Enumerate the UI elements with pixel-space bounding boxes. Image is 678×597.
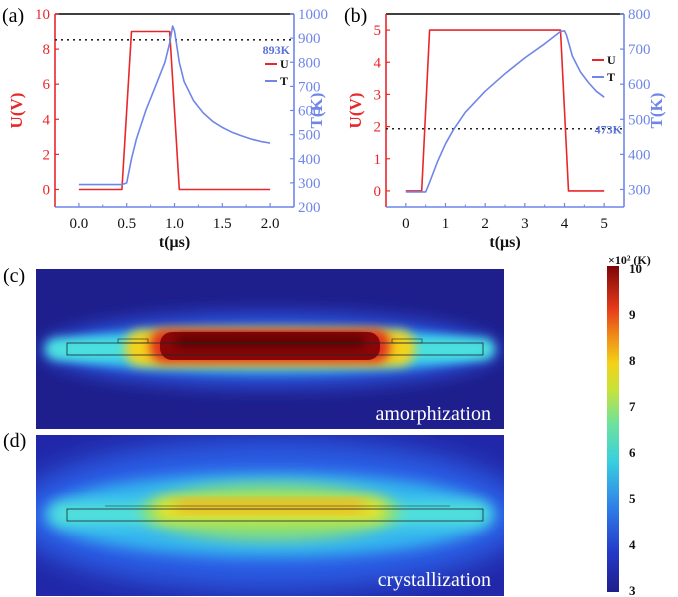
panel-label-c: (c) — [3, 265, 25, 287]
x-tick-label: 0.5 — [117, 216, 136, 232]
x-tick-label: 5 — [600, 216, 608, 232]
x-axis-title: t(μs) — [489, 234, 520, 251]
colorbar-tick-label: 10 — [629, 261, 642, 276]
right-tick-label: 900 — [298, 31, 321, 47]
right-tick-label: 400 — [628, 147, 651, 163]
right-tick-label: 200 — [298, 200, 321, 216]
left-tick-label: 0 — [374, 184, 382, 200]
colorbar-tick-label: 7 — [629, 399, 636, 414]
colorbar-tick-label: 8 — [629, 353, 636, 368]
right-tick-label: 400 — [298, 152, 321, 168]
left-tick-label: 2 — [43, 147, 51, 163]
heatmap-d-field — [36, 440, 504, 590]
threshold-label: 473K — [595, 123, 623, 137]
colorbar-title: ×10² (K) — [608, 253, 651, 267]
electrode-left-c — [117, 338, 149, 344]
right-tick-label: 500 — [628, 112, 651, 128]
x-tick-label: 0 — [402, 216, 410, 232]
heatmap-c-field — [40, 312, 500, 388]
right-tick-label: 700 — [628, 42, 651, 58]
x-axis-title: t(μs) — [159, 234, 190, 251]
panel-label-d: (d) — [3, 430, 26, 452]
colorbar-tick-label: 5 — [629, 491, 636, 506]
heatmap-crystallization: (d) crystallization — [3, 430, 504, 596]
colorbar-tick-label: 4 — [629, 537, 636, 552]
right-tick-label: 700 — [298, 79, 321, 95]
colorbar-tick-label: 3 — [629, 583, 636, 597]
left-tick-label: 1 — [374, 152, 382, 168]
series-line-t — [78, 25, 271, 186]
legend-label-u: U — [280, 57, 289, 71]
left-tick-label: 10 — [35, 7, 50, 23]
x-tick-label: 4 — [561, 216, 569, 232]
threshold-label: 893K — [263, 43, 291, 57]
caption-amorphization: amorphization — [375, 403, 491, 425]
colorbar-gradient — [607, 266, 619, 592]
chart-b: (b) 0 1 2 3 4 5 300 400 500 600 700 800 0 1 2 3 4 5 U(V) T(… — [344, 5, 666, 251]
y-axis-title-left: U(V) — [7, 93, 26, 129]
left-tick-label: 4 — [374, 55, 382, 71]
left-tick-label: 2 — [374, 120, 382, 136]
panel-label-b: (b) — [344, 5, 367, 27]
device-outline-c — [66, 342, 484, 356]
right-tick-label: 300 — [628, 182, 651, 198]
x-tick-label: 1.5 — [213, 216, 232, 232]
electrode-right-c — [391, 338, 423, 344]
left-tick-label: 4 — [43, 112, 51, 128]
right-tick-label: 300 — [298, 176, 321, 192]
colorbar-tick-label: 6 — [629, 445, 636, 460]
x-tick-label: 1.0 — [165, 216, 184, 232]
y-axis-title-right: T(K) — [647, 93, 666, 129]
colorbar-tick-label: 9 — [629, 307, 636, 322]
series-line-u — [405, 29, 605, 192]
left-tick-label: 3 — [374, 87, 382, 103]
colorbar-ticks: 3 4 5 6 7 8 9 10 — [629, 261, 642, 597]
series-line-u — [78, 30, 271, 191]
legend-label-u: U — [607, 53, 616, 67]
series-line-t — [405, 29, 605, 193]
x-tick-label: 2 — [481, 216, 489, 232]
heatmap-amorphization: (c) amorphization — [3, 265, 504, 429]
right-tick-label: 500 — [298, 128, 321, 144]
right-tick-label: 1000 — [298, 7, 328, 23]
right-tick-label: 800 — [628, 7, 651, 23]
legend-label-t: T — [607, 70, 615, 84]
x-tick-label: 1 — [442, 216, 450, 232]
y-axis-title-left: U(V) — [346, 93, 365, 129]
device-outline-d — [66, 508, 484, 522]
chart-b-plot: 0 1 2 3 4 5 300 400 500 600 700 800 0 1 2 3 4 5 U(V) T(K) t(… — [346, 7, 666, 251]
left-tick-label: 0 — [43, 182, 51, 198]
left-tick-label: 5 — [374, 23, 382, 39]
chart-a: (a) 024681020030040050060070080090010000… — [2, 5, 328, 251]
x-tick-label: 2.0 — [261, 216, 280, 232]
x-tick-label: 0.0 — [70, 216, 89, 232]
left-tick-label: 6 — [43, 77, 51, 93]
right-tick-label: 600 — [628, 77, 651, 93]
caption-crystallization: crystallization — [378, 569, 491, 591]
left-tick-label: 8 — [43, 42, 51, 58]
chart-a-plot: 0 2 4 6 8 10 200 300 400 500 600 700 800 900 1000 0.0 0.… — [7, 7, 328, 251]
y-axis-title-right: T(K) — [307, 93, 326, 129]
x-tick-label: 3 — [521, 216, 529, 232]
colorbar: ×10² (K) 3 4 5 6 7 8 9 10 — [607, 253, 651, 597]
right-tick-label: 600 — [298, 104, 321, 120]
right-tick-label: 800 — [298, 55, 321, 71]
panel-label-a: (a) — [2, 5, 24, 27]
legend-label-t: T — [280, 74, 288, 88]
